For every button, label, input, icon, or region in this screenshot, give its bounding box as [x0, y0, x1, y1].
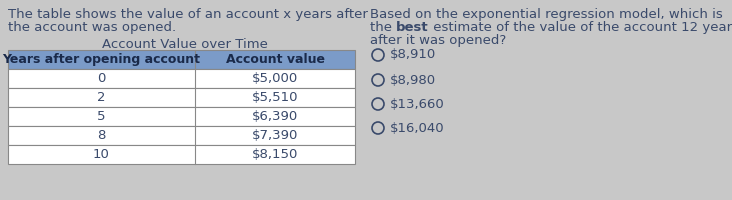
Text: 10: 10 [93, 148, 110, 161]
Text: 8: 8 [97, 129, 105, 142]
Text: Based on the exponential regression model, which is: Based on the exponential regression mode… [370, 8, 722, 21]
Text: estimate of the value of the account 12 years: estimate of the value of the account 12 … [429, 21, 732, 34]
Bar [8, 107, 355, 126]
Text: $7,390: $7,390 [252, 129, 298, 142]
Text: 2: 2 [97, 91, 105, 104]
Text: $6,390: $6,390 [252, 110, 298, 123]
Text: 0: 0 [97, 72, 105, 85]
Text: 5: 5 [97, 110, 105, 123]
Text: the: the [370, 21, 396, 34]
Text: Account Value over Time: Account Value over Time [102, 38, 268, 51]
Text: the account was opened.: the account was opened. [8, 21, 176, 34]
Text: $8,150: $8,150 [252, 148, 298, 161]
Text: Account value: Account value [225, 53, 324, 66]
Text: $5,510: $5,510 [252, 91, 298, 104]
Bar [8, 50, 355, 69]
Text: best: best [396, 21, 429, 34]
Text: after it was opened?: after it was opened? [370, 34, 507, 47]
Text: $5,000: $5,000 [252, 72, 298, 85]
Text: Years after opening account: Years after opening account [2, 53, 201, 66]
Bar [8, 88, 355, 107]
Text: $8,910: $8,910 [390, 48, 436, 62]
Bar [8, 69, 355, 88]
Text: $13,660: $13,660 [390, 98, 445, 110]
Text: The table shows the value of an account x years after: The table shows the value of an account … [8, 8, 368, 21]
Text: $8,980: $8,980 [390, 73, 436, 86]
Text: $16,040: $16,040 [390, 121, 444, 134]
Bar [8, 126, 355, 145]
Bar [8, 145, 355, 164]
